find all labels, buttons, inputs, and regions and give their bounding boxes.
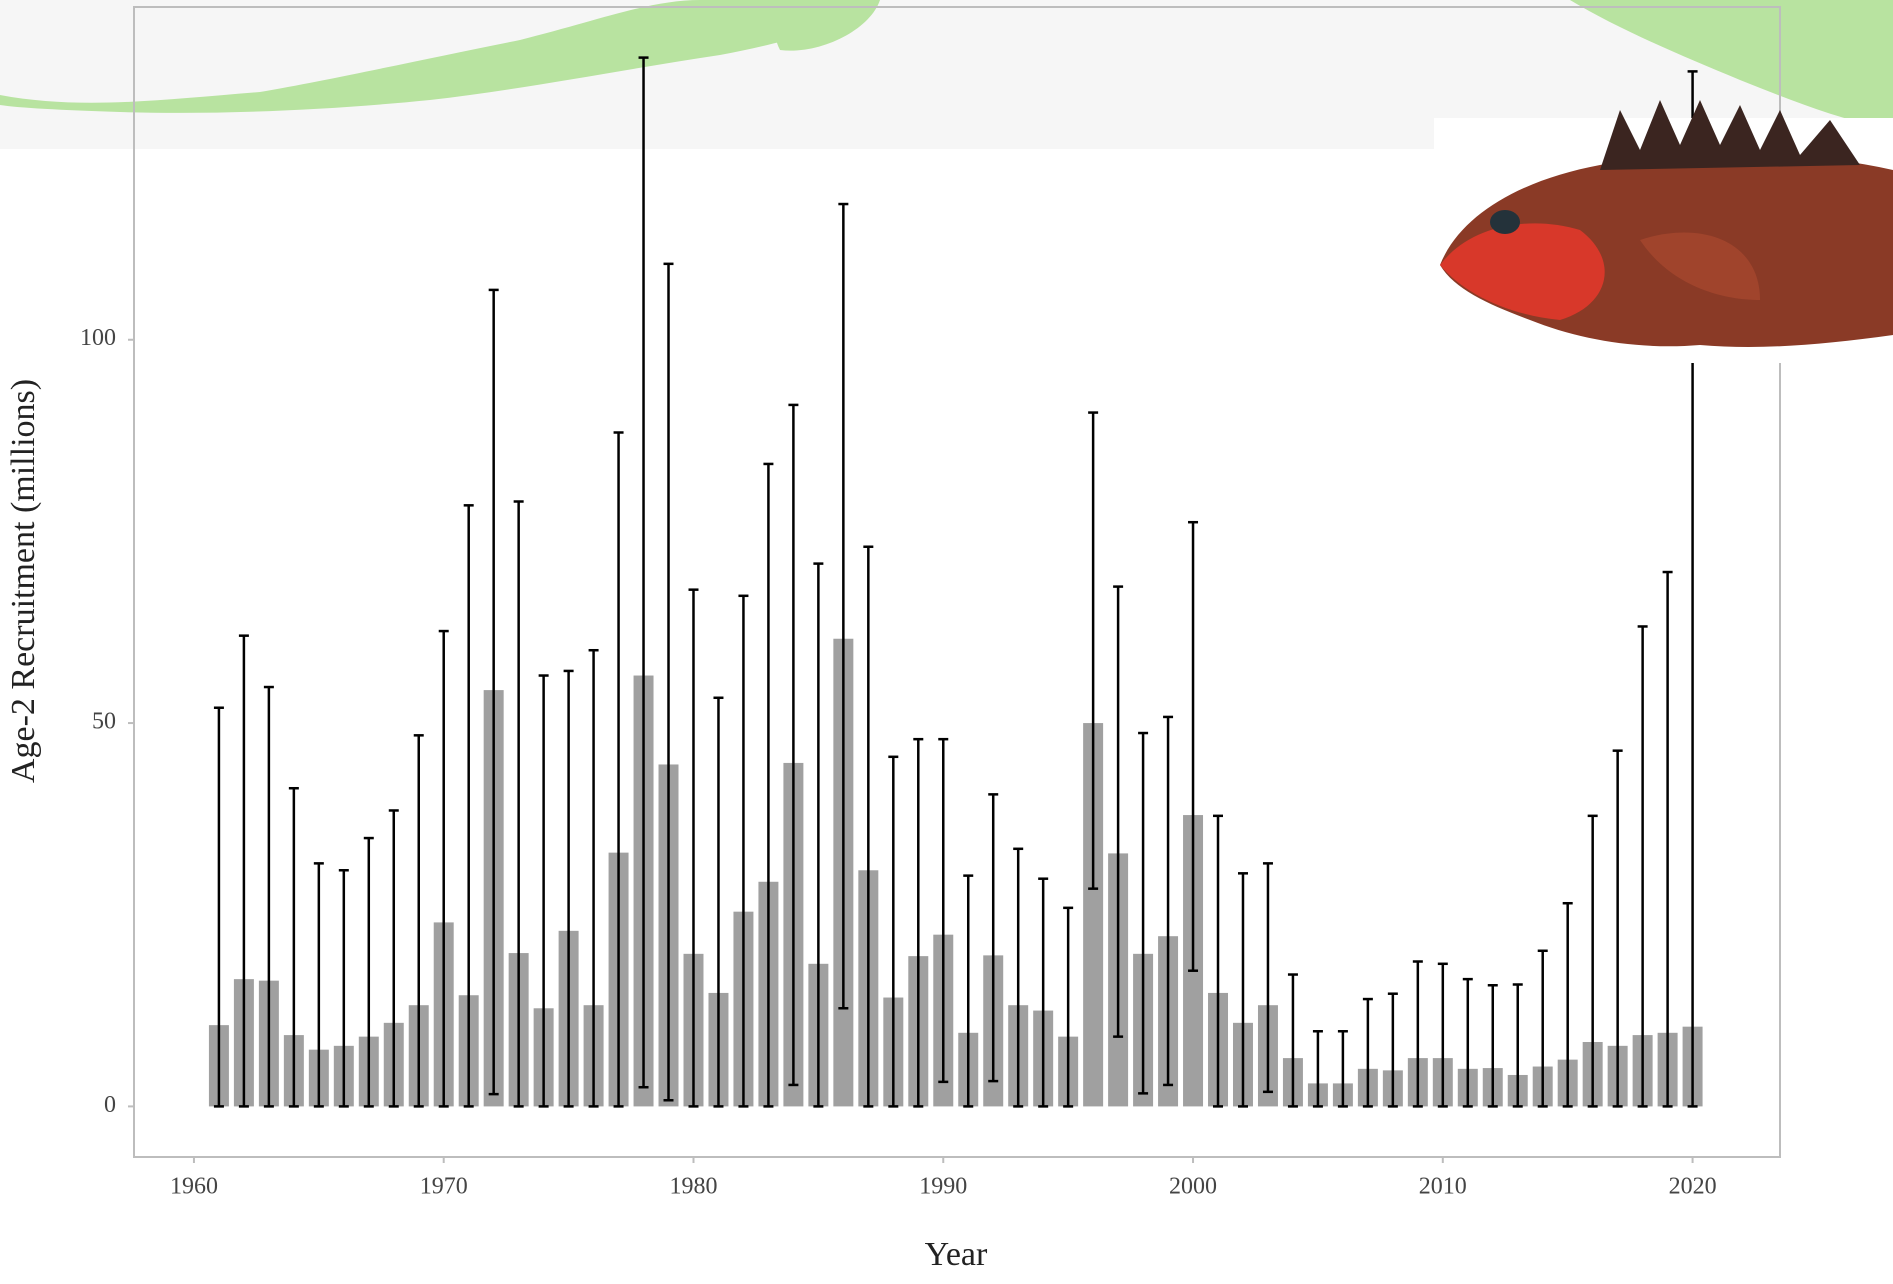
- bar: [1083, 723, 1104, 1107]
- x-tick-label: 1980: [669, 1174, 717, 1200]
- x-tick-label: 1960: [170, 1174, 218, 1200]
- y-tick-label: 0: [104, 1092, 116, 1118]
- x-tick-label: 1990: [919, 1174, 967, 1200]
- x-tick-label: 2000: [1169, 1174, 1217, 1200]
- y-tick-label: 50: [92, 709, 116, 735]
- x-axis-title: Year: [925, 1236, 988, 1273]
- map-background: [0, 0, 1893, 149]
- fish-image: [1434, 100, 1893, 363]
- x-tick-label: 2020: [1669, 1174, 1717, 1200]
- x-tick-label: 2010: [1419, 1174, 1467, 1200]
- y-tick-label: 100: [80, 325, 116, 351]
- plot-area: 0 50 100 1960 1970 1980 1990 2000 2010 2020: [80, 56, 1717, 1200]
- y-axis-title: Age-2 Recruitment (millions): [5, 379, 42, 783]
- plot-frame: [133, 6, 1781, 1158]
- x-tick-label: 1970: [420, 1174, 468, 1200]
